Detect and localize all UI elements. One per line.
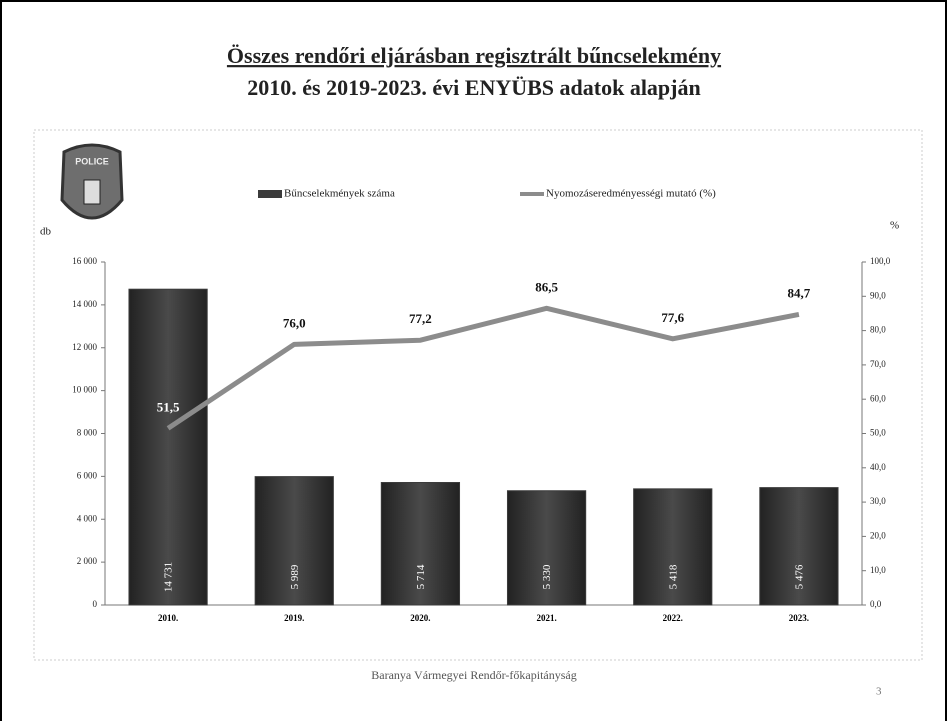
line-value-label: 77,2 <box>409 311 432 326</box>
police-badge: POLICE <box>60 143 124 220</box>
line-value-label: 86,5 <box>535 279 558 294</box>
y-tick-label: 14 000 <box>72 299 97 309</box>
legend-label: Nyomozáseredményességi mutató (%) <box>546 188 716 200</box>
bar <box>506 490 587 606</box>
y2-tick-label: 80,0 <box>870 325 886 335</box>
legend-label: Bűncselekmények száma <box>284 188 395 200</box>
y2-tick-label: 60,0 <box>870 393 886 403</box>
y-tick-label: 0 <box>93 599 98 609</box>
x-tick-label: 2022. <box>663 613 683 623</box>
y2-tick-label: 100,0 <box>870 256 891 266</box>
bar-value-label: 5 476 <box>793 564 805 589</box>
bar <box>759 487 839 606</box>
y2-axis-label: % <box>890 220 899 232</box>
line-value-label: 77,6 <box>661 310 684 325</box>
y2-tick-label: 20,0 <box>870 530 886 540</box>
y-tick-label: 6 000 <box>77 470 98 480</box>
legend-swatch <box>258 190 282 198</box>
bar <box>633 488 713 606</box>
bar <box>128 288 208 606</box>
x-tick-label: 2021. <box>536 613 556 623</box>
y-tick-label: 8 000 <box>77 428 98 438</box>
y-tick-label: 12 000 <box>72 342 97 352</box>
y-tick-label: 16 000 <box>72 256 97 266</box>
bar-value-label: 14 731 <box>163 562 175 592</box>
y2-tick-label: 10,0 <box>870 565 886 575</box>
y-tick-label: 10 000 <box>72 385 97 395</box>
line <box>166 305 800 431</box>
bar <box>254 476 334 606</box>
x-tick-label: 2010. <box>158 613 178 623</box>
line-value-label: 84,7 <box>788 285 811 300</box>
y2-tick-label: 0,0 <box>870 599 882 609</box>
y-axis-label: db <box>40 226 52 238</box>
y2-tick-label: 40,0 <box>870 462 886 472</box>
y2-tick-label: 70,0 <box>870 359 886 369</box>
bar-value-label: 5 418 <box>667 564 679 589</box>
bar <box>380 482 461 606</box>
y-tick-label: 4 000 <box>77 513 98 523</box>
badge-text: POLICE <box>75 156 109 166</box>
x-tick-label: 2020. <box>410 613 430 623</box>
footer: Baranya Vármegyei Rendőr-főkapitányság <box>371 668 576 682</box>
page-number: 3 <box>876 686 882 698</box>
line-value-label: 76,0 <box>283 315 306 330</box>
chart-title: Összes rendőri eljárásban regisztrált bű… <box>227 43 721 68</box>
bar-value-label: 5 330 <box>541 564 553 589</box>
chart-subtitle: 2010. és 2019-2023. évi ENYÜBS adatok al… <box>247 75 700 100</box>
chart-frame <box>33 129 923 661</box>
y-tick-label: 2 000 <box>77 556 98 566</box>
y2-tick-label: 50,0 <box>870 428 886 438</box>
y2-tick-label: 90,0 <box>870 290 886 300</box>
line-value-label: 51,5 <box>157 399 180 414</box>
bar-value-label: 5 989 <box>289 564 301 589</box>
bar-value-label: 5 714 <box>415 564 427 589</box>
x-tick-label: 2023. <box>789 613 809 623</box>
y2-tick-label: 30,0 <box>870 496 886 506</box>
x-tick-label: 2019. <box>284 613 304 623</box>
